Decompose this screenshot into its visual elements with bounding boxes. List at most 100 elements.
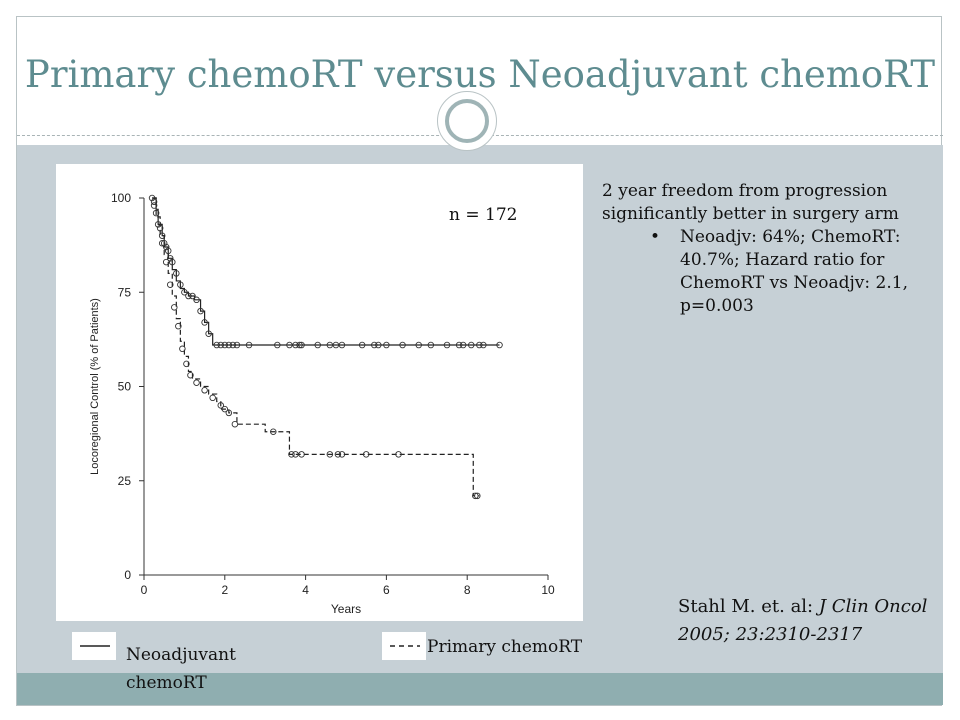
censor-point-primary (362, 451, 370, 458)
censor-point-primary (171, 304, 178, 311)
circle-ornament-ring (445, 99, 489, 143)
censor-point-primary (225, 409, 233, 417)
summary-bullet: • Neoadjv: 64%; ChemoRT: 40.7%; Hazard r… (650, 226, 932, 318)
censor-point-neoadjuvant (332, 341, 340, 349)
censor-point-neoadjuvant (375, 341, 382, 349)
censor-point-neoadjuvant (480, 341, 487, 349)
censor-point-neoadjuvant (181, 288, 188, 296)
censor-point-primary (292, 451, 299, 458)
censor-point-neoadjuvant (169, 258, 176, 266)
summary-paragraph: 2 year freedom from progression signific… (602, 181, 899, 224)
censor-point-primary (326, 451, 334, 458)
dashed-line-icon (390, 645, 420, 647)
x-axis-label: Years (331, 602, 361, 616)
censor-point-primary (154, 221, 162, 228)
censor-point-neoadjuvant (443, 341, 451, 349)
censor-point-primary (162, 258, 170, 266)
legend-dashed-swatch (382, 632, 426, 660)
censor-point-primary (395, 451, 402, 458)
censor-point-neoadjuvant (496, 341, 503, 349)
censor-point-neoadjuvant (189, 292, 196, 300)
censor-point-neoadjuvant (201, 319, 208, 326)
censor-point-primary (231, 420, 239, 428)
censor-point-neoadjuvant (225, 341, 233, 349)
footer-band (17, 673, 943, 705)
censor-point-neoadjuvant (286, 341, 293, 349)
censor-point-primary (167, 281, 174, 288)
y-tick-label: 75 (118, 285, 132, 299)
sample-size-label: n = 172 (449, 205, 518, 225)
censor-point-neoadjuvant (158, 232, 166, 239)
censor-point-neoadjuvant (193, 296, 200, 304)
x-tick-label: 6 (383, 583, 390, 597)
censor-point-neoadjuvant (229, 341, 237, 349)
censor-point-neoadjuvant (162, 243, 170, 251)
censor-point-neoadjuvant (455, 341, 463, 349)
censor-point-primary (270, 428, 277, 435)
censor-point-neoadjuvant (467, 341, 475, 349)
censor-point-neoadjuvant (338, 341, 346, 349)
censor-point-neoadjuvant (221, 341, 229, 349)
censor-point-primary (298, 451, 305, 458)
censor-point-neoadjuvant (177, 281, 184, 288)
censor-point-neoadjuvant (245, 341, 253, 349)
censor-point-neoadjuvant (296, 341, 303, 349)
censor-point-primary (150, 202, 158, 209)
censor-point-primary (221, 405, 229, 413)
censor-point-neoadjuvant (415, 341, 422, 349)
censor-point-primary (288, 451, 295, 458)
y-tick-label: 100 (111, 191, 131, 205)
censor-point-neoadjuvant (173, 270, 180, 277)
bullet-icon: • (650, 227, 661, 247)
censor-point-neoadjuvant (213, 341, 220, 349)
solid-line-icon (80, 645, 110, 647)
censor-point-neoadjuvant (371, 341, 378, 349)
censor-point-neoadjuvant (358, 341, 366, 349)
series-line-neoadjuvant (152, 197, 500, 346)
censor-point-primary (179, 345, 186, 353)
censor-point-primary (183, 360, 190, 368)
censor-point-neoadjuvant (164, 247, 172, 255)
x-tick-label: 0 (141, 583, 148, 597)
censor-point-primary (158, 239, 166, 247)
censor-point-primary (334, 451, 342, 458)
censor-point-primary (175, 322, 182, 330)
censor-point-neoadjuvant (205, 330, 212, 337)
censor-point-primary (193, 379, 200, 386)
censor-point-neoadjuvant (150, 198, 158, 206)
censor-point-neoadjuvant (233, 341, 241, 349)
x-tick-label: 10 (541, 583, 555, 597)
censor-point-primary (217, 402, 225, 409)
censor-point-primary (209, 394, 216, 402)
x-tick-label: 8 (464, 583, 471, 597)
censor-point-neoadjuvant (274, 341, 281, 349)
y-tick-label: 50 (118, 380, 132, 394)
figure-panel: 0 2 4 6 8 10 0 25 50 75 100 Years Locoregional Contr… (56, 164, 583, 621)
censor-point-neoadjuvant (383, 341, 390, 349)
x-tick-label: 4 (302, 583, 309, 597)
censor-point-neoadjuvant (326, 341, 334, 349)
censor-point-neoadjuvant (399, 341, 406, 349)
censor-point-neoadjuvant (217, 341, 225, 349)
censor-point-primary (201, 387, 208, 394)
censor-point-primary (472, 492, 479, 500)
legend-primary-label: Primary chemoRT (427, 637, 583, 657)
censor-point-neoadjuvant (427, 341, 435, 349)
censor-point-neoadjuvant (167, 255, 174, 262)
censor-point-neoadjuvant (292, 341, 299, 349)
summary-bullet-text: Neoadjv: 64%; ChemoRT: 40.7%; Hazard rat… (680, 227, 908, 316)
citation: Stahl M. et. al: J Clin Oncol 2005; 23:2… (678, 593, 928, 649)
censor-point-primary (474, 492, 481, 500)
citation-journal: J Clin Oncol 2005; 23:2310-2317 (678, 596, 928, 645)
censor-point-neoadjuvant (459, 341, 467, 349)
y-tick-label: 25 (118, 474, 132, 488)
slide-title: Primary chemoRT versus Neoadjuvant chemo… (24, 53, 936, 96)
censor-point-primary (338, 451, 346, 458)
censor-point-neoadjuvant (197, 307, 204, 315)
citation-authors: Stahl M. et. al: (678, 596, 814, 617)
censor-point-neoadjuvant (185, 292, 192, 300)
summary-text: 2 year freedom from progression signific… (602, 180, 932, 318)
summary-bullets: • Neoadjv: 64%; ChemoRT: 40.7%; Hazard r… (602, 226, 932, 318)
y-axis-label: Locoregional Control (% of Patients) (89, 298, 101, 475)
